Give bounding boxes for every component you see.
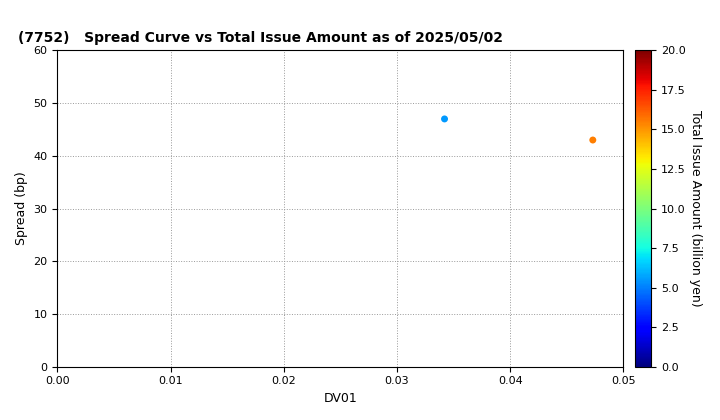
X-axis label: DV01: DV01: [323, 392, 357, 405]
Point: [438, 116, 450, 122]
Text: (7752)   Spread Curve vs Total Issue Amount as of 2025/05/02: (7752) Spread Curve vs Total Issue Amoun…: [18, 31, 503, 45]
Y-axis label: Spread (bp): Spread (bp): [15, 172, 28, 245]
Y-axis label: Total Issue Amount (billion yen): Total Issue Amount (billion yen): [690, 110, 703, 307]
Point: [587, 136, 598, 143]
